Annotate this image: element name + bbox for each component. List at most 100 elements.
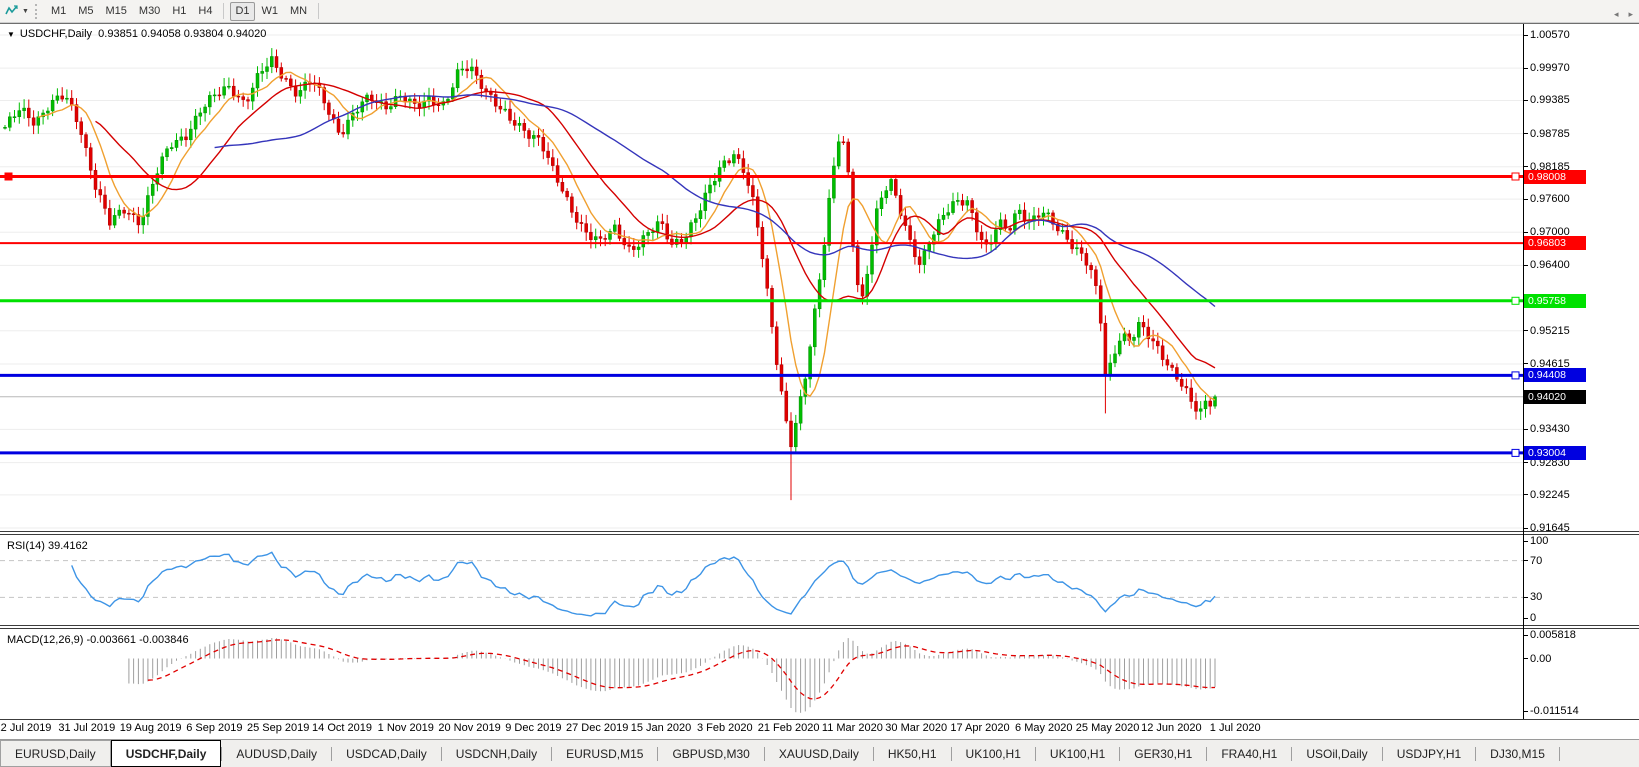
macd-tick-label: 0.00 bbox=[1530, 652, 1552, 665]
rsi-indicator-pane[interactable] bbox=[0, 535, 1523, 625]
chart-tab-HK50-H1[interactable]: HK50,H1 bbox=[887, 746, 937, 761]
hline-handle[interactable] bbox=[1511, 296, 1520, 305]
tab-scroll-right-icon[interactable]: ▸ bbox=[1628, 8, 1633, 19]
timeframe-button-D1[interactable]: D1 bbox=[230, 1, 255, 21]
timeframe-button-M5[interactable]: M5 bbox=[78, 5, 94, 17]
date-tick-label: 1 Nov 2019 bbox=[377, 722, 434, 734]
pane-separator[interactable] bbox=[0, 625, 1639, 629]
hline-handle[interactable] bbox=[1511, 448, 1520, 457]
date-tick-label: 17 Apr 2020 bbox=[950, 722, 1010, 734]
chart-tab-USDCAD-Daily[interactable]: USDCAD,Daily bbox=[346, 746, 427, 761]
rsi-tick-mark bbox=[1523, 540, 1528, 542]
chart-tab-XAUUSD-Daily[interactable]: XAUUSD,Daily bbox=[778, 746, 859, 761]
date-tick-label: 21 Feb 2020 bbox=[757, 722, 820, 734]
tab-separator bbox=[1119, 746, 1121, 761]
timeframe-button-M1[interactable]: M1 bbox=[50, 5, 67, 17]
rsi-tick-mark bbox=[1523, 596, 1528, 598]
tab-scroll-controls: ◂ ▸ bbox=[1614, 0, 1633, 28]
chart-tools-icon[interactable] bbox=[3, 2, 21, 20]
chart-tab-USDCNH-Daily[interactable]: USDCNH,Daily bbox=[455, 746, 538, 761]
tab-separator bbox=[1206, 746, 1208, 761]
price-tick-mark bbox=[1523, 99, 1528, 101]
toolbar-dropdown-caret-icon[interactable]: ▼ bbox=[22, 7, 29, 15]
chart-tab-UK100-H1[interactable]: UK100,H1 bbox=[1049, 746, 1106, 761]
tab-separator bbox=[440, 746, 442, 761]
macd-tick-label: 0.005818 bbox=[1530, 629, 1576, 641]
date-tick-label: 9 Dec 2019 bbox=[505, 722, 562, 734]
timeframe-button-M30[interactable]: M30 bbox=[138, 5, 161, 17]
hline-handle[interactable] bbox=[1511, 371, 1520, 380]
date-tick-label: 19 Aug 2019 bbox=[119, 722, 182, 734]
macd-pane-bottom-border bbox=[0, 719, 1639, 720]
toolbar-separator bbox=[318, 3, 320, 19]
chart-ohlc-values: 0.93851 0.94058 0.93804 0.94020 bbox=[98, 28, 267, 40]
date-tick-label: 30 Mar 2020 bbox=[885, 722, 948, 734]
timeframe-button-MN[interactable]: MN bbox=[290, 5, 308, 17]
price-tick-mark bbox=[1523, 133, 1528, 135]
chart-tab-UK100-H1[interactable]: UK100,H1 bbox=[965, 746, 1021, 761]
chart-tab-USDCHF-Daily[interactable]: USDCHF,Daily bbox=[110, 740, 222, 767]
price-tick-label: 0.99385 bbox=[1530, 94, 1570, 107]
macd-tick-mark bbox=[1523, 658, 1528, 660]
tab-separator bbox=[1558, 746, 1560, 761]
chart-tab-USDJPY-H1[interactable]: USDJPY,H1 bbox=[1396, 746, 1462, 761]
timeframe-button-M15[interactable]: M15 bbox=[105, 5, 127, 17]
macd-tick-label: -0.011514 bbox=[1530, 705, 1579, 717]
price-tick-mark bbox=[1523, 494, 1528, 496]
date-tick-label: 6 Sep 2019 bbox=[186, 722, 243, 734]
pane-separator[interactable] bbox=[0, 531, 1639, 535]
tab-scroll-left-icon[interactable]: ◂ bbox=[1613, 8, 1619, 19]
price-tick-label: 0.91645 bbox=[1530, 522, 1570, 535]
price-tick-mark bbox=[1523, 428, 1528, 430]
chart-tab-EURUSD-M15[interactable]: EURUSD,M15 bbox=[566, 746, 644, 761]
hline-handle[interactable] bbox=[1511, 172, 1520, 181]
date-tick-label: 12 Jun 2020 bbox=[1141, 722, 1202, 734]
price-tick-label: 0.92245 bbox=[1530, 488, 1570, 501]
timeframe-button-W1[interactable]: W1 bbox=[261, 5, 279, 17]
toolbar-grip[interactable] bbox=[34, 3, 39, 19]
rsi-tick-label: 0 bbox=[1530, 612, 1537, 624]
hline-handle[interactable] bbox=[4, 172, 13, 181]
price-tick-label: 0.97600 bbox=[1530, 193, 1570, 206]
price-tick-mark bbox=[1523, 363, 1528, 365]
timeframe-buttons: M1 M5 M15 M30 H1 H4 D1 W1 MN bbox=[45, 1, 324, 21]
chart-tab-GBPUSD-M30[interactable]: GBPUSD,M30 bbox=[672, 746, 750, 761]
chart-tab-EURUSD-Daily[interactable]: EURUSD,Daily bbox=[0, 740, 111, 767]
date-tick-label: 6 May 2020 bbox=[1015, 722, 1073, 734]
chart-tab-FRA40-H1[interactable]: FRA40,H1 bbox=[1221, 746, 1278, 761]
date-tick-label: 31 Jul 2019 bbox=[58, 722, 116, 734]
chart-tab-bar: EURUSD,Daily USDCHF,Daily AUDUSD,Daily USDC… bbox=[0, 739, 1639, 767]
tab-separator bbox=[1291, 746, 1293, 761]
macd-tick-mark bbox=[1523, 634, 1528, 636]
price-tick-label: 0.98785 bbox=[1530, 127, 1570, 140]
tab-separator bbox=[1034, 746, 1036, 761]
price-tick-label: 0.97000 bbox=[1530, 226, 1570, 239]
macd-indicator-label: MACD(12,26,9) -0.003661 -0.003846 bbox=[7, 634, 189, 646]
timeframe-button-H4[interactable]: H4 bbox=[198, 5, 213, 17]
chart-title-caret-icon[interactable]: ▼ bbox=[7, 30, 15, 39]
tab-separator bbox=[950, 746, 952, 761]
chart-symbol-period: USDCHF,Daily bbox=[19, 28, 93, 40]
chart-tab-GER30-H1[interactable]: GER30,H1 bbox=[1134, 746, 1193, 761]
date-tick-label: 1 Jul 2020 bbox=[1209, 722, 1261, 734]
date-tick-label: 12 Jul 2019 bbox=[0, 722, 52, 734]
tab-separator bbox=[551, 746, 553, 761]
tab-separator bbox=[872, 746, 874, 761]
price-tick-mark bbox=[1523, 67, 1528, 69]
price-tick-mark bbox=[1523, 198, 1528, 200]
price-tick-mark bbox=[1523, 231, 1528, 233]
chart-tab-USOil-Daily[interactable]: USOil,Daily bbox=[1306, 746, 1368, 761]
chart-tab-DJ30-M15[interactable]: DJ30,M15 bbox=[1490, 746, 1545, 761]
hline-price-tag: 0.96803 bbox=[1524, 236, 1586, 251]
rsi-indicator-label: RSI(14) 39.4162 bbox=[7, 540, 88, 552]
tab-separator bbox=[1381, 746, 1383, 761]
price-tick-mark bbox=[1523, 166, 1528, 168]
price-chart-pane[interactable] bbox=[0, 24, 1523, 532]
date-tick-label: 25 Sep 2019 bbox=[246, 722, 310, 734]
tab-separator bbox=[1475, 746, 1477, 761]
macd-indicator-pane[interactable] bbox=[0, 629, 1523, 719]
timeframe-button-H1[interactable]: H1 bbox=[172, 5, 187, 17]
date-tick-label: 20 Nov 2019 bbox=[438, 722, 501, 734]
chart-tab-AUDUSD-Daily[interactable]: AUDUSD,Daily bbox=[236, 746, 318, 761]
tab-separator bbox=[221, 746, 223, 761]
